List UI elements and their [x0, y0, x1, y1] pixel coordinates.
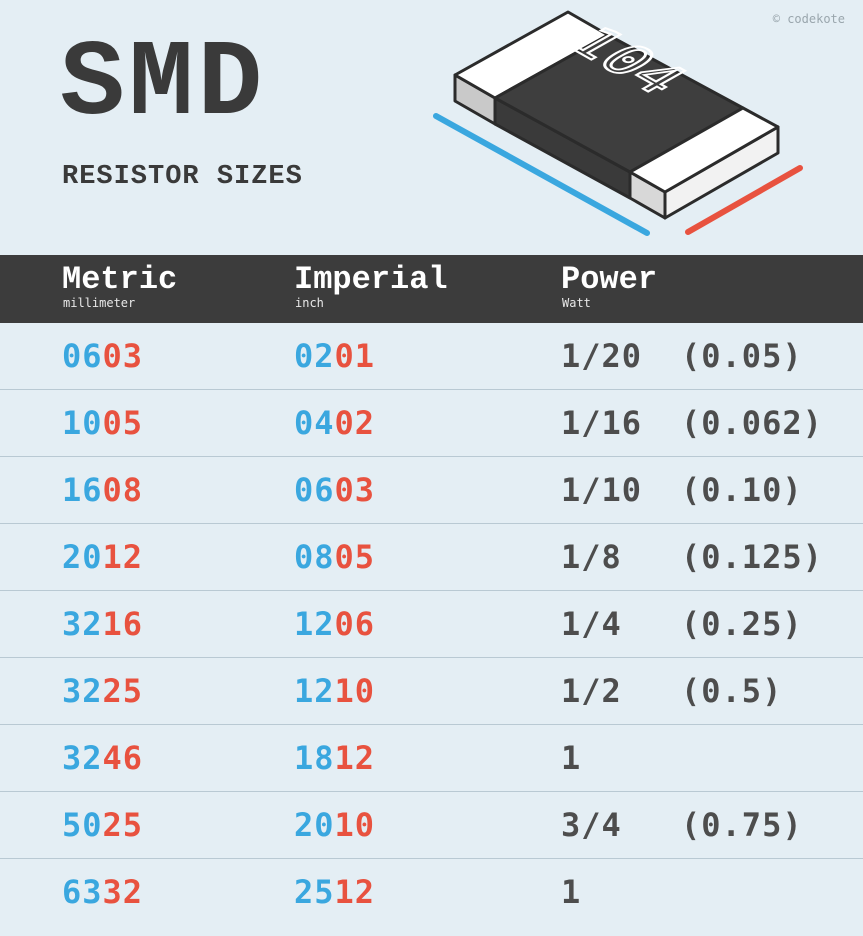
imperial-length: 06 [294, 471, 335, 509]
metric-width: 08 [102, 471, 144, 509]
column-header-unit: millimeter [63, 296, 136, 310]
column-header-unit: Watt [562, 296, 591, 310]
metric-length: 20 [62, 538, 103, 576]
metric-code: 3225 [62, 658, 143, 724]
imperial-width: 03 [334, 471, 376, 509]
header: SMD RESISTOR SIZES © codekote 104 [0, 0, 863, 255]
imperial-code: 1210 [294, 658, 375, 724]
column-header-unit: inch [295, 296, 324, 310]
power-fraction: 3/4 [561, 806, 622, 844]
smd-resistor-illustration: 104 [433, 10, 803, 236]
imperial-width: 01 [334, 337, 376, 375]
imperial-code: 2010 [294, 792, 375, 858]
imperial-width: 10 [334, 672, 376, 710]
power-fraction: 1/2 [561, 672, 622, 710]
table-row: 0603 0201 1/20 (0.05) [0, 323, 863, 390]
metric-width: 46 [102, 739, 144, 777]
table-body: 0603 0201 1/20 (0.05) 1005 0402 1/16 (0.… [0, 323, 863, 925]
power-fraction: 1/4 [561, 605, 622, 643]
metric-length: 06 [62, 337, 103, 375]
page-title: SMD [60, 24, 267, 146]
power-decimal: (0.25) [681, 605, 803, 643]
metric-length: 63 [62, 873, 103, 911]
column-header-imperial: Imperial inch [294, 263, 448, 310]
power-decimal: (0.10) [681, 471, 803, 509]
metric-code: 1005 [62, 390, 143, 456]
table-row: 3225 1210 1/2 (0.5) [0, 658, 863, 725]
metric-width: 12 [102, 538, 144, 576]
power-fraction: 1/8 [561, 538, 622, 576]
table-row: 2012 0805 1/8 (0.125) [0, 524, 863, 591]
metric-code: 0603 [62, 323, 143, 389]
metric-width: 32 [102, 873, 144, 911]
power-fraction: 1 [561, 739, 582, 777]
table-row: 3246 1812 1 [0, 725, 863, 792]
power-decimal: (0.05) [681, 337, 803, 375]
power-decimal: (0.5) [681, 672, 783, 710]
table-row: 1005 0402 1/16 (0.062) [0, 390, 863, 457]
power-decimal: (0.125) [681, 538, 823, 576]
imperial-length: 12 [294, 605, 335, 643]
metric-width: 25 [102, 806, 144, 844]
imperial-width: 06 [334, 605, 376, 643]
table-header: Metric millimeter Imperial inch Power Wa… [0, 255, 863, 323]
column-header-label: Metric [62, 261, 178, 298]
metric-width: 16 [102, 605, 144, 643]
metric-code: 5025 [62, 792, 143, 858]
power-fraction: 1/10 [561, 471, 643, 509]
table-row: 3216 1206 1/4 (0.25) [0, 591, 863, 658]
column-header-label: Power [561, 261, 658, 298]
imperial-code: 1812 [294, 725, 375, 791]
imperial-code: 1206 [294, 591, 375, 657]
metric-length: 16 [62, 471, 103, 509]
imperial-length: 25 [294, 873, 335, 911]
imperial-width: 02 [334, 404, 376, 442]
power-decimal: (0.75) [681, 806, 803, 844]
metric-code: 1608 [62, 457, 143, 523]
imperial-width: 10 [334, 806, 376, 844]
metric-length: 32 [62, 605, 103, 643]
imperial-code: 0201 [294, 323, 375, 389]
imperial-code: 0402 [294, 390, 375, 456]
metric-length: 10 [62, 404, 103, 442]
table-row: 1608 0603 1/10 (0.10) [0, 457, 863, 524]
metric-width: 05 [102, 404, 144, 442]
power-fraction: 1/16 [561, 404, 643, 442]
column-header-power: Power Watt [561, 263, 657, 310]
imperial-width: 05 [334, 538, 376, 576]
table-row: 6332 2512 1 [0, 859, 863, 925]
metric-code: 6332 [62, 859, 143, 925]
imperial-length: 20 [294, 806, 335, 844]
column-header-label: Imperial [294, 261, 448, 298]
column-header-metric: Metric millimeter [62, 263, 177, 310]
power-decimal: (0.062) [681, 404, 823, 442]
chip-body [453, 10, 780, 220]
power-fraction: 1 [561, 873, 582, 911]
metric-length: 50 [62, 806, 103, 844]
imperial-length: 02 [294, 337, 335, 375]
page-subtitle: RESISTOR SIZES [62, 162, 303, 192]
metric-length: 32 [62, 672, 103, 710]
metric-length: 32 [62, 739, 103, 777]
imperial-width: 12 [334, 739, 376, 777]
imperial-length: 12 [294, 672, 335, 710]
imperial-length: 18 [294, 739, 335, 777]
credit-text: © codekote [772, 12, 845, 26]
imperial-code: 0805 [294, 524, 375, 590]
imperial-width: 12 [334, 873, 376, 911]
metric-width: 25 [102, 672, 144, 710]
imperial-code: 2512 [294, 859, 375, 925]
table-row: 5025 2010 3/4 (0.75) [0, 792, 863, 859]
metric-code: 3246 [62, 725, 143, 791]
metric-width: 03 [102, 337, 144, 375]
imperial-length: 04 [294, 404, 335, 442]
metric-code: 3216 [62, 591, 143, 657]
power-fraction: 1/20 [561, 337, 643, 375]
metric-code: 2012 [62, 524, 143, 590]
length-dimension-line [433, 113, 650, 236]
width-dimension-line [685, 165, 803, 235]
imperial-length: 08 [294, 538, 335, 576]
imperial-code: 0603 [294, 457, 375, 523]
